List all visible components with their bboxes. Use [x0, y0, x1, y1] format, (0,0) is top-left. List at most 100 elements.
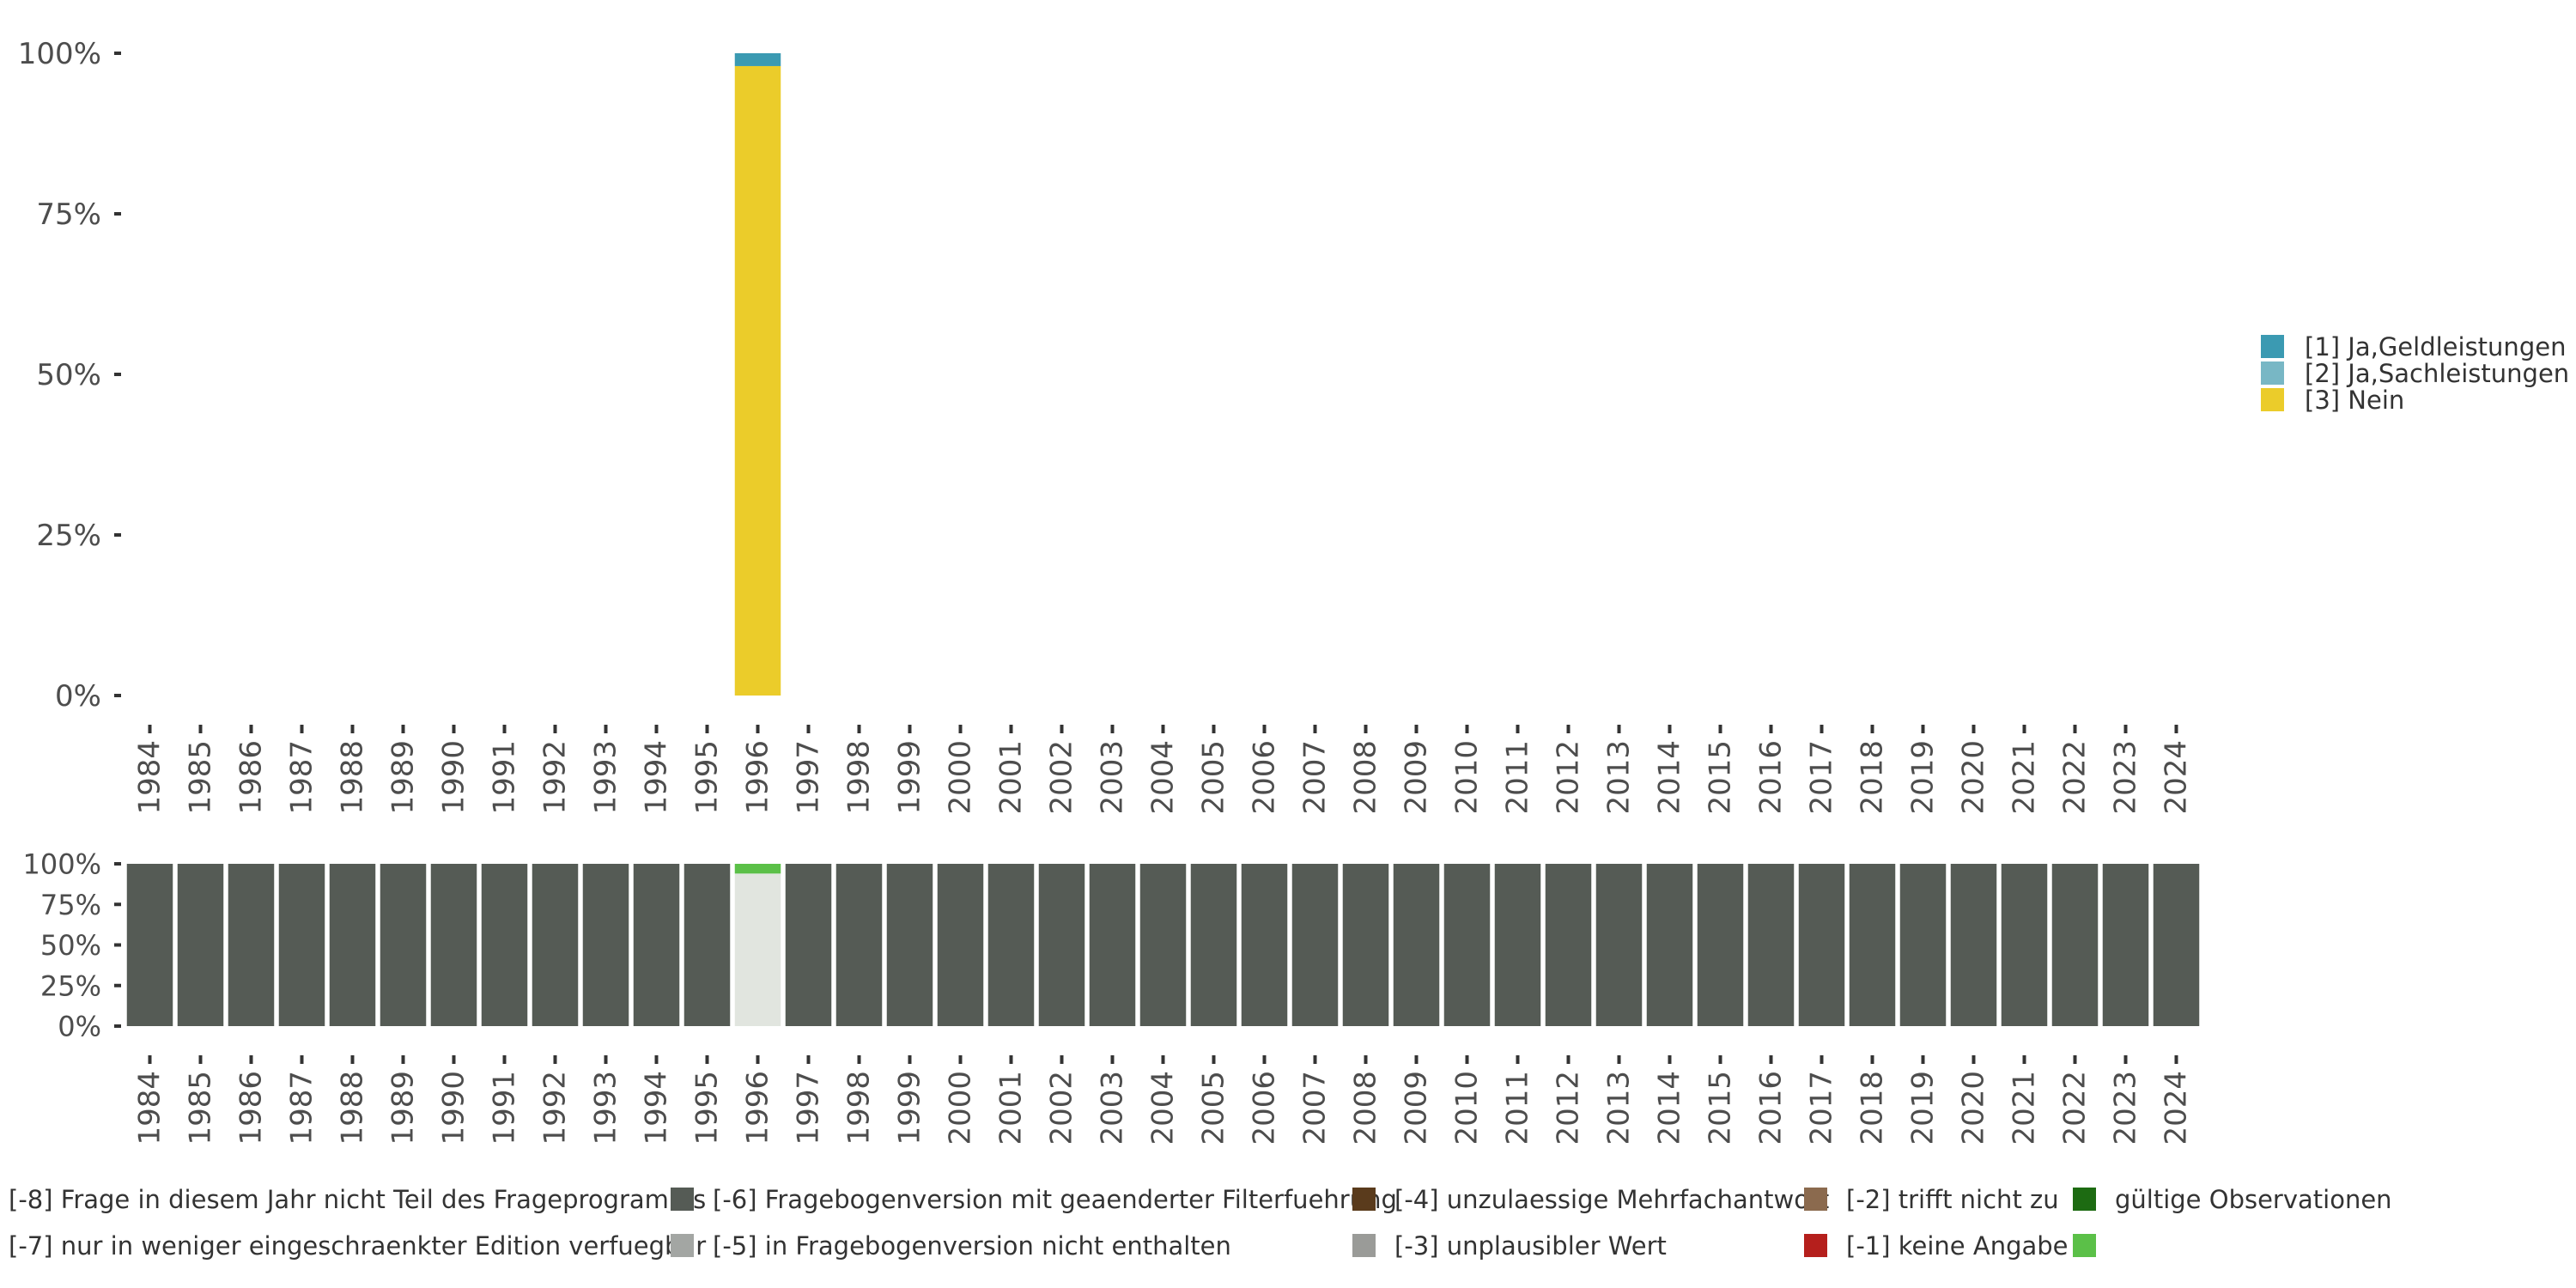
bar-8-frage-in-diesem-jahr-nicht-teil-des-frageprogramms-2020 — [1950, 864, 1997, 1026]
x-tick-label-2020: 2020 — [1957, 740, 1991, 815]
x-tick-label-2001: 2001 — [994, 1071, 1029, 1145]
y-tick-label: 0% — [55, 679, 101, 714]
bar-8-frage-in-diesem-jahr-nicht-teil-des-frageprogramms-1986 — [228, 864, 275, 1026]
bar-8-frage-in-diesem-jahr-nicht-teil-des-frageprogramms-2001 — [987, 864, 1035, 1026]
legend-item-1-ja-geldleistungen: [1] Ja,Geldleistungen — [2261, 332, 2576, 361]
bar-8-frage-in-diesem-jahr-nicht-teil-des-frageprogramms-1995 — [683, 864, 731, 1026]
x-tick-label-1986: 1986 — [234, 740, 269, 815]
x-tick-label-2024: 2024 — [2160, 1071, 2194, 1145]
x-tick-label-1993: 1993 — [589, 1071, 623, 1145]
bar-8-frage-in-diesem-jahr-nicht-teil-des-frageprogramms-2024 — [2153, 864, 2200, 1026]
bar-8-frage-in-diesem-jahr-nicht-teil-des-frageprogramms-2011 — [1494, 864, 1541, 1026]
x-tick-label-1990: 1990 — [437, 740, 471, 815]
bar-8-frage-in-diesem-jahr-nicht-teil-des-frageprogramms-1998 — [835, 864, 883, 1026]
bar-8-frage-in-diesem-jahr-nicht-teil-des-frageprogramms-2007 — [1291, 864, 1339, 1026]
x-tick-label-1996: 1996 — [741, 1071, 775, 1145]
x-tick-label-2007: 2007 — [1298, 1071, 1333, 1145]
x-tick-label-2010: 2010 — [1450, 1071, 1485, 1145]
x-tick-label-2012: 2012 — [1552, 740, 1586, 815]
bar-8-frage-in-diesem-jahr-nicht-teil-des-frageprogramms-1985 — [177, 864, 224, 1026]
x-tick-label-2000: 2000 — [944, 740, 978, 815]
x-tick-label-2009: 2009 — [1400, 1071, 1434, 1145]
y-tick-label: 0% — [58, 1011, 101, 1043]
top-chart-panel: 0% 25% 50% 75% 100% 1984 1985 1986 1987 1988 1989 1… — [18, 37, 2194, 814]
x-tick-label-1987: 1987 — [285, 1071, 319, 1145]
x-tick-label-2005: 2005 — [1197, 1071, 1231, 1145]
x-tick-label-1994: 1994 — [640, 1071, 674, 1145]
legend-swatch-2-trifft-nicht-zu — [2073, 1188, 2096, 1211]
bar-8-frage-in-diesem-jahr-nicht-teil-des-frageprogramms-2019 — [1899, 864, 1947, 1026]
x-tick-label-2011: 2011 — [1501, 1071, 1535, 1145]
bar-8-frage-in-diesem-jahr-nicht-teil-des-frageprogramms-1987 — [278, 864, 325, 1026]
bar-8-frage-in-diesem-jahr-nicht-teil-des-frageprogramms-1989 — [380, 864, 427, 1026]
y-tick-label: 75% — [40, 889, 101, 921]
legend-label: [3] Nein — [2305, 385, 2405, 415]
bar-8-frage-in-diesem-jahr-nicht-teil-des-frageprogramms-2010 — [1443, 864, 1491, 1026]
legend-swatch-1-keine-angabe — [2073, 1234, 2096, 1257]
bar-8-frage-in-diesem-jahr-nicht-teil-des-frageprogramms-1997 — [785, 864, 832, 1026]
x-tick-label-2020: 2020 — [1957, 1071, 1991, 1145]
x-tick-label-2018: 2018 — [1856, 740, 1890, 815]
legend-item-4-unzulaessige-mehrfachantwort: [-4] unzulaessige Mehrfachantwort — [1352, 1185, 1829, 1214]
x-tick-label-1988: 1988 — [336, 740, 370, 815]
legend-item-3-nein: [3] Nein — [2261, 385, 2576, 415]
bar-8-frage-in-diesem-jahr-nicht-teil-des-frageprogramms-2022 — [2051, 864, 2099, 1026]
bar-8-frage-in-diesem-jahr-nicht-teil-des-frageprogramms-1984 — [126, 864, 173, 1026]
legend-item-8-frage-in-diesem-jahr-nicht-teil-des-frageprogramms: [-8] Frage in diesem Jahr nicht Teil des… — [9, 1185, 706, 1214]
legend-swatch — [2261, 361, 2284, 385]
bar-8-frage-in-diesem-jahr-nicht-teil-des-frageprogramms-2004 — [1139, 864, 1187, 1026]
x-tick-label-2007: 2007 — [1298, 740, 1333, 815]
x-tick-label-1999: 1999 — [893, 1071, 927, 1145]
x-tick-label-1991: 1991 — [488, 1071, 522, 1145]
legend-label: [-8] Frage in diesem Jahr nicht Teil des… — [9, 1185, 707, 1214]
x-tick-label-2019: 2019 — [1906, 1071, 1941, 1145]
y-tick-label: 50% — [40, 929, 101, 962]
x-tick-label-2013: 2013 — [1602, 1071, 1637, 1145]
bar-8-frage-in-diesem-jahr-nicht-teil-des-frageprogramms-2018 — [1849, 864, 1896, 1026]
bar-8-frage-in-diesem-jahr-nicht-teil-des-frageprogramms-2002 — [1038, 864, 1085, 1026]
y-tick-label: 50% — [36, 358, 101, 392]
x-tick-label-2023: 2023 — [2109, 740, 2143, 815]
y-tick-label: 25% — [40, 969, 101, 1002]
x-tick-label-1994: 1994 — [640, 740, 674, 815]
x-tick-label-2015: 2015 — [1704, 740, 1738, 815]
legend-swatch-6-fragebogenversion-mit-geaenderter-filterfuehrung — [1352, 1188, 1376, 1211]
legend-item-6-fragebogenversion-mit-geaenderter-filterfuehrung: [-6] Fragebogenversion mit geaenderter F… — [671, 1185, 1397, 1214]
bar-8-frage-in-diesem-jahr-nicht-teil-des-frageprogramms-1999 — [886, 864, 933, 1026]
x-tick-label-1997: 1997 — [792, 1071, 826, 1145]
x-tick-label-1995: 1995 — [690, 1071, 725, 1145]
x-tick-label-2011: 2011 — [1501, 740, 1535, 815]
legend-swatch-7-nur-in-weniger-eingeschraenkter-edition-verfuegbar — [671, 1234, 694, 1257]
x-tick-label-2002: 2002 — [1045, 1071, 1079, 1145]
x-tick-label-2016: 2016 — [1754, 740, 1789, 815]
bar-8-frage-in-diesem-jahr-nicht-teil-des-frageprogramms-2009 — [1393, 864, 1440, 1026]
x-tick-label-1987: 1987 — [285, 740, 319, 815]
x-tick-label-1985: 1985 — [184, 740, 218, 815]
x-tick-label-2014: 2014 — [1653, 740, 1687, 815]
legend-label: [-2] trifft nicht zu — [1846, 1185, 2059, 1214]
x-tick-label-2002: 2002 — [1045, 740, 1079, 815]
x-tick-label-2004: 2004 — [1146, 1071, 1181, 1145]
x-tick-label-2014: 2014 — [1653, 1071, 1687, 1145]
x-tick-label-2008: 2008 — [1349, 1071, 1383, 1145]
legend-item-2-trifft-nicht-zu: [-2] trifft nicht zu — [1804, 1185, 2059, 1214]
legend-label: [-4] unzulaessige Mehrfachantwort — [1394, 1185, 1830, 1214]
bar-8-frage-in-diesem-jahr-nicht-teil-des-frageprogramms-1990 — [430, 864, 477, 1026]
y-tick-label: 75% — [36, 197, 101, 232]
x-tick-label-1995: 1995 — [690, 740, 725, 815]
x-tick-label-2024: 2024 — [2160, 740, 2194, 815]
x-tick-label-1990: 1990 — [437, 1071, 471, 1145]
bar-8-frage-in-diesem-jahr-nicht-teil-des-frageprogramms-2006 — [1241, 864, 1288, 1026]
legend-item-1-keine-angabe: [-1] keine Angabe — [1804, 1231, 2069, 1261]
x-tick-label-2013: 2013 — [1602, 740, 1637, 815]
x-tick-label-1984: 1984 — [133, 1071, 167, 1145]
x-tick-label-2021: 2021 — [2008, 1071, 2042, 1145]
x-tick-label-1993: 1993 — [589, 740, 623, 815]
bar-8-frage-in-diesem-jahr-nicht-teil-des-frageprogramms-1988 — [329, 864, 376, 1026]
bar-1-ja-geldleistungen-1996 — [734, 53, 781, 66]
x-tick-label-1988: 1988 — [336, 1071, 370, 1145]
bar-1-keine-angabe-1996 — [734, 864, 781, 874]
x-tick-label-1984: 1984 — [133, 740, 167, 815]
x-tick-label-2005: 2005 — [1197, 740, 1231, 815]
